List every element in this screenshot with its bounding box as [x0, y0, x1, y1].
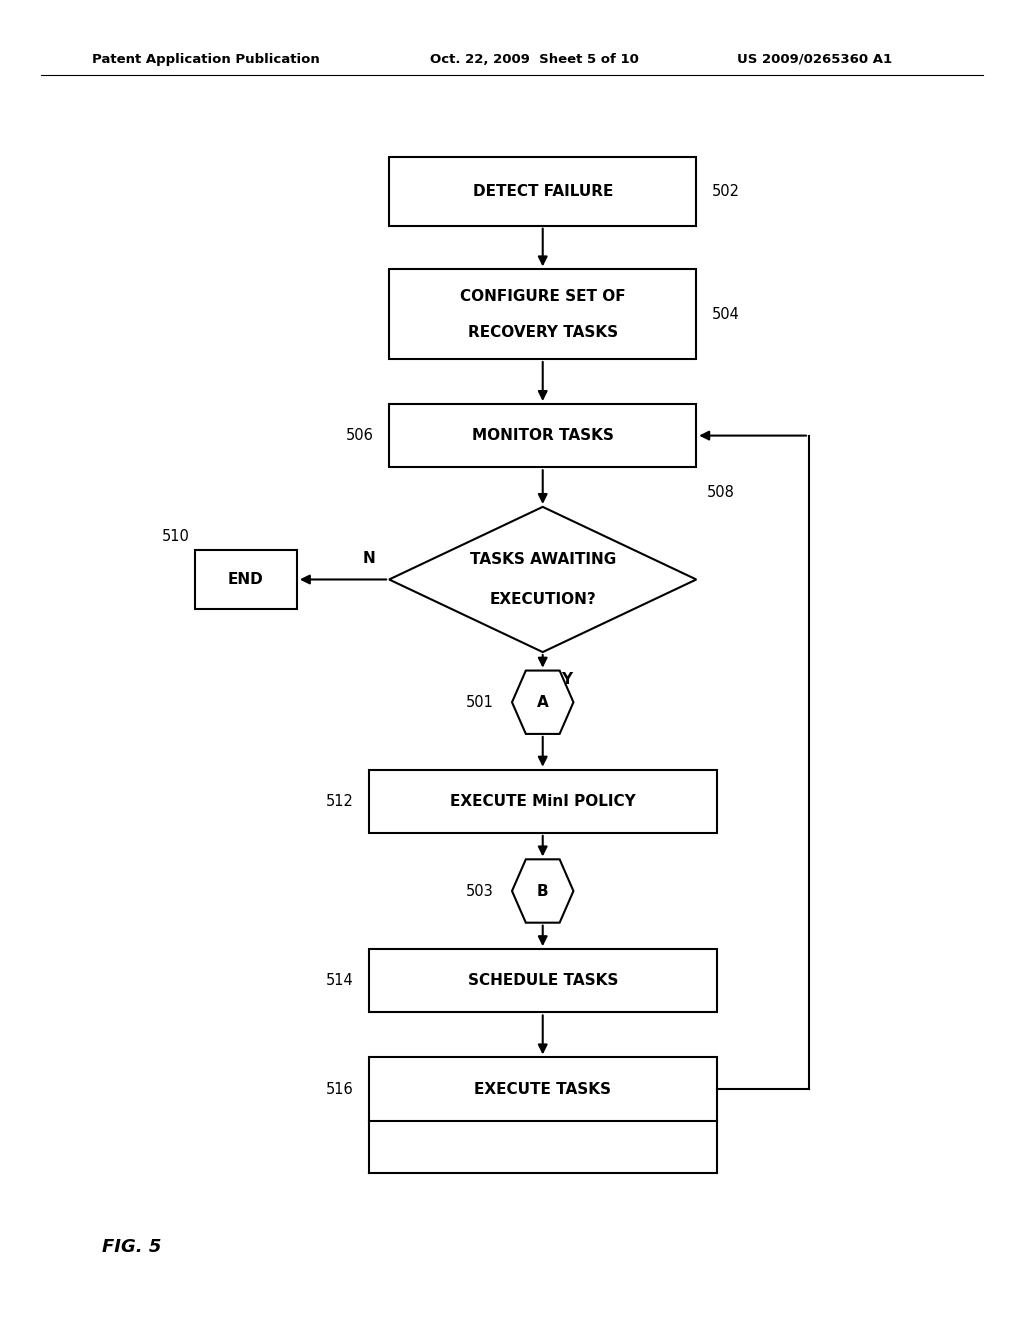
Text: 501: 501	[466, 694, 494, 710]
Text: Patent Application Publication: Patent Application Publication	[92, 53, 319, 66]
Text: EXECUTE MinI POLICY: EXECUTE MinI POLICY	[450, 793, 636, 809]
Text: EXECUTE TASKS: EXECUTE TASKS	[474, 1081, 611, 1097]
Text: 510: 510	[162, 529, 189, 544]
Polygon shape	[512, 671, 573, 734]
Bar	[195, 550, 297, 609]
Bar	[389, 404, 696, 467]
Text: RECOVERY TASKS: RECOVERY TASKS	[468, 325, 617, 339]
Bar	[369, 949, 717, 1012]
Text: 504: 504	[712, 306, 739, 322]
Bar	[389, 157, 696, 226]
Polygon shape	[389, 507, 696, 652]
Text: N: N	[362, 552, 375, 566]
Text: 506: 506	[346, 428, 374, 444]
Text: 503: 503	[466, 883, 494, 899]
Text: FIG. 5: FIG. 5	[102, 1238, 162, 1257]
Text: END: END	[228, 572, 263, 587]
Bar	[389, 269, 696, 359]
Text: 516: 516	[326, 1081, 353, 1097]
Bar	[369, 770, 717, 833]
Text: CONFIGURE SET OF: CONFIGURE SET OF	[460, 289, 626, 304]
Text: 502: 502	[712, 183, 739, 199]
Text: TASKS AWAITING: TASKS AWAITING	[470, 552, 615, 566]
Text: A: A	[537, 694, 549, 710]
Text: US 2009/0265360 A1: US 2009/0265360 A1	[737, 53, 892, 66]
Text: MONITOR TASKS: MONITOR TASKS	[472, 428, 613, 444]
Text: Oct. 22, 2009  Sheet 5 of 10: Oct. 22, 2009 Sheet 5 of 10	[430, 53, 639, 66]
Text: B: B	[537, 883, 549, 899]
Text: DETECT FAILURE: DETECT FAILURE	[472, 183, 613, 199]
Text: Y: Y	[561, 672, 572, 686]
Text: 508: 508	[707, 486, 734, 500]
Text: 514: 514	[326, 973, 353, 989]
Polygon shape	[512, 859, 573, 923]
Text: SCHEDULE TASKS: SCHEDULE TASKS	[468, 973, 617, 989]
Bar	[369, 1057, 717, 1121]
Text: 512: 512	[326, 793, 353, 809]
Text: EXECUTION?: EXECUTION?	[489, 593, 596, 607]
